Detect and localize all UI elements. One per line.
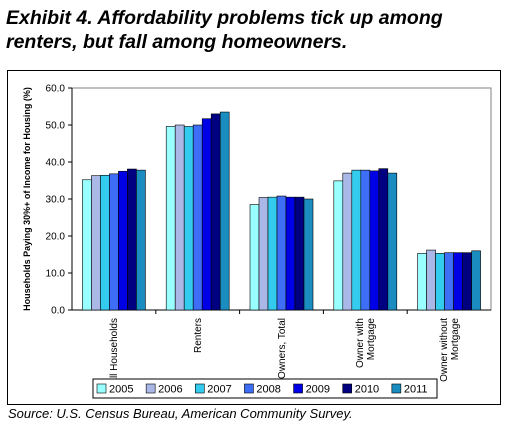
bar-2010-4	[378, 168, 389, 311]
title-line-2: renters, but fall among homeowners.	[6, 31, 348, 53]
legend-label-2011: 2011	[404, 384, 428, 396]
bar-2009-5	[453, 252, 463, 311]
bar-2008-1	[109, 173, 119, 311]
category-label: Owners, Total	[277, 318, 288, 379]
bar-2010-3	[294, 196, 305, 311]
bar-2006-3	[258, 197, 269, 311]
bar-2010-2	[210, 113, 221, 311]
bar-2008-4	[360, 169, 371, 311]
y-tick-label: 0.0	[51, 306, 65, 317]
category-label: Mortgage	[450, 318, 461, 361]
bar-2005-1	[82, 179, 92, 311]
chart-title: Exhibit 4. Affordability problems tick u…	[6, 6, 506, 54]
legend-label-2009: 2009	[306, 384, 330, 396]
source-note: Source: U.S. Census Bureau, American Com…	[8, 406, 353, 421]
legend-swatch-2008	[244, 383, 254, 394]
bar-2006-2	[174, 124, 185, 311]
legend-label-2006: 2006	[158, 384, 182, 396]
bar-2006-4	[342, 172, 353, 311]
bar-2009-1	[118, 170, 128, 311]
legend-swatch-2011	[391, 383, 402, 394]
legend-label-2007: 2007	[207, 384, 231, 396]
legend-label-2008: 2008	[256, 384, 280, 396]
bar-2005-2	[165, 126, 176, 311]
chart-frame: 0.0 10.0 20.0 30.0 40.0 50.0 60.0 Households Pa…	[7, 70, 501, 405]
bar-2011-5	[471, 250, 481, 311]
legend-swatch-2007	[194, 383, 205, 394]
bar-2006-1	[91, 175, 101, 311]
bar-2011-2	[219, 111, 230, 311]
bar-2005-3	[249, 204, 260, 311]
bar-2010-5	[462, 252, 472, 311]
bar-2009-3	[285, 196, 296, 311]
bar-2011-3	[303, 198, 314, 311]
bar-2011-4	[387, 172, 398, 311]
category-label: All Households	[109, 318, 120, 385]
bar-2009-2	[201, 118, 212, 311]
legend-swatch-2006	[145, 383, 156, 394]
title-line-1: Exhibit 4. Affordability problems tick u…	[6, 7, 443, 29]
bar-2007-5	[435, 253, 445, 311]
legend-label-2010: 2010	[355, 384, 379, 396]
y-axis-title: Households Paying 30%+ of Income for Hou…	[22, 87, 32, 311]
bar-2008-3	[276, 195, 287, 311]
bar-2006-5	[426, 249, 436, 311]
bar-2008-2	[192, 124, 203, 311]
category-label: Renters	[193, 318, 204, 353]
y-tick-label: 20.0	[46, 232, 66, 243]
bar-2007-2	[183, 126, 194, 311]
bar-2007-4	[351, 169, 362, 311]
y-tick-label: 10.0	[46, 269, 66, 280]
bar-2007-3	[267, 196, 278, 311]
legend-label-2005: 2005	[109, 384, 133, 396]
bar-2008-5	[444, 252, 454, 311]
bar-chart: 0.0 10.0 20.0 30.0 40.0 50.0 60.0 Households Pa…	[22, 84, 492, 399]
bar-2007-1	[100, 175, 110, 311]
bar-2005-5	[417, 253, 427, 311]
bar-2009-4	[369, 170, 380, 311]
y-tick-label: 30.0	[46, 195, 66, 206]
category-label: Mortgage	[366, 318, 377, 361]
bar-2005-4	[333, 180, 344, 311]
legend-swatch-2010	[342, 383, 353, 394]
category-label: Owner without	[439, 318, 450, 382]
y-tick-label: 40.0	[46, 158, 66, 169]
bar-2011-1	[136, 169, 146, 311]
y-tick-label: 50.0	[46, 121, 66, 132]
y-tick-label: 60.0	[46, 84, 66, 95]
category-label: Owner with	[355, 318, 366, 368]
legend-swatch-2005	[96, 383, 107, 394]
bar-2010-1	[127, 168, 137, 311]
legend-swatch-2009	[293, 383, 303, 394]
